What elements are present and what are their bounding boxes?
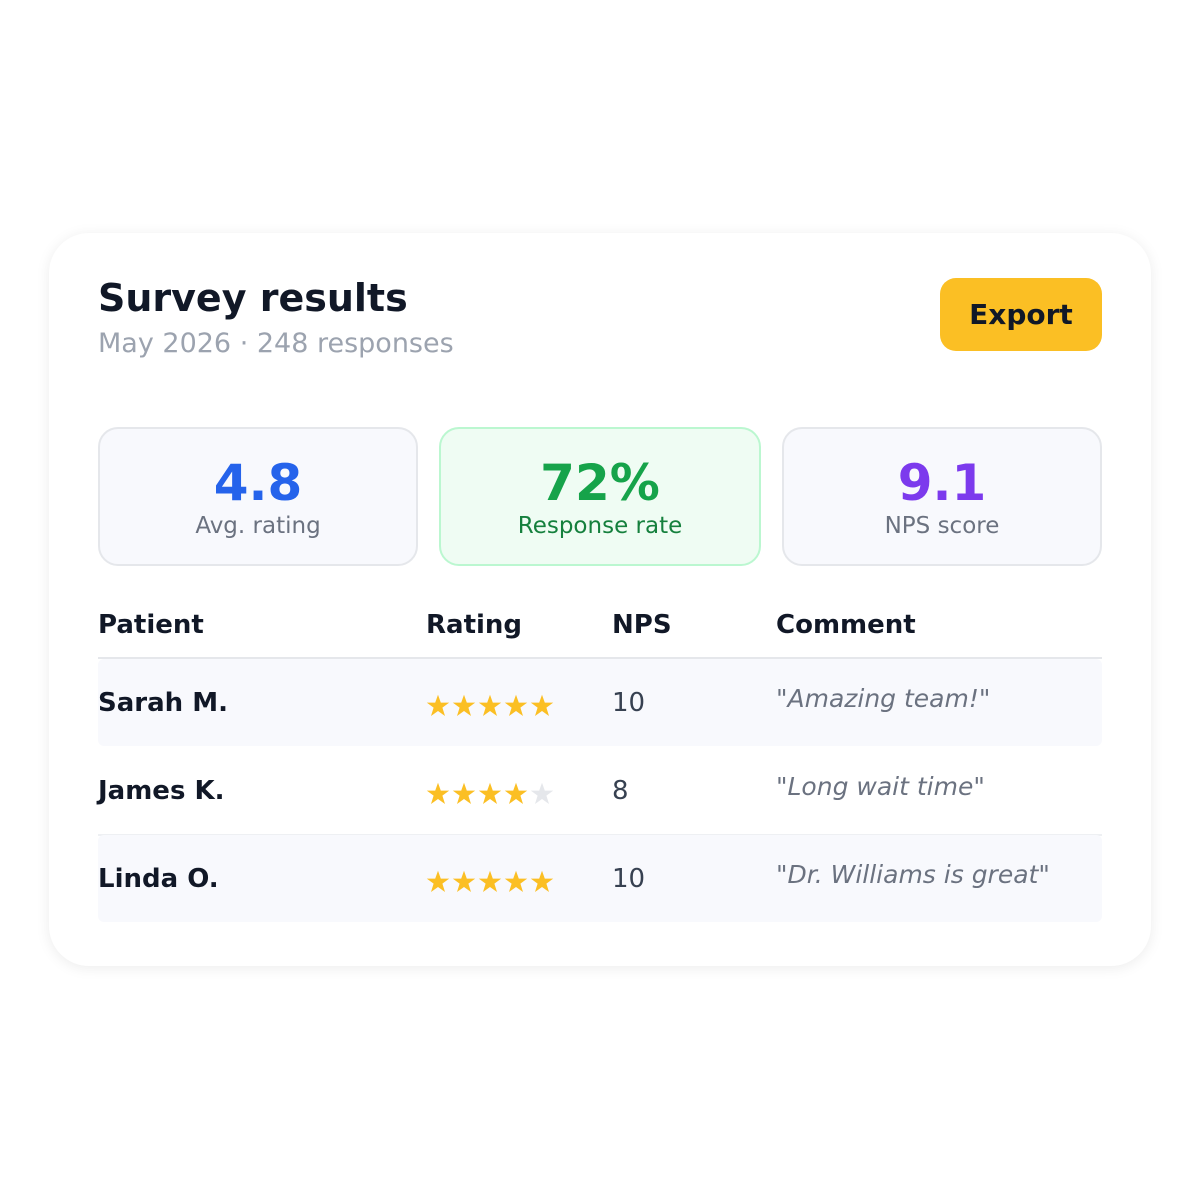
- stars: [426, 870, 554, 892]
- star: [426, 694, 450, 716]
- header-rule: [98, 657, 1102, 659]
- star: [478, 870, 502, 892]
- column-header: Comment: [776, 610, 916, 640]
- stat-card: 4.8 Avg. rating: [98, 427, 418, 566]
- nps: 10: [612, 863, 646, 894]
- star: [478, 782, 502, 804]
- subtitle: May 2026 · 248 responses: [98, 328, 454, 359]
- rating-cell: [426, 751, 556, 838]
- star: [504, 870, 528, 892]
- nps: 10: [612, 687, 646, 718]
- comment: "Long wait time": [776, 772, 985, 801]
- stat-value: 9.1: [897, 454, 987, 512]
- star: [452, 782, 476, 804]
- table-row: James K. 8 "Long wait time": [98, 747, 1102, 836]
- title: Survey results: [98, 276, 408, 320]
- star: [530, 694, 554, 716]
- star: [478, 694, 502, 716]
- stat-label: NPS score: [884, 513, 1000, 539]
- patient: Linda O.: [98, 863, 219, 894]
- star: [530, 870, 554, 892]
- stat-card: 72% Response rate: [439, 427, 761, 566]
- star: [452, 870, 476, 892]
- column-header: Rating: [426, 610, 523, 640]
- stat-card: 9.1 NPS score: [782, 427, 1102, 566]
- stat-value: 72%: [540, 454, 660, 512]
- star: [426, 870, 450, 892]
- patient: James K.: [98, 775, 225, 806]
- patient: Sarah M.: [98, 687, 228, 718]
- stat-label: Avg. rating: [195, 513, 321, 539]
- comment: "Dr. Williams is great": [776, 860, 1050, 889]
- rating-cell: [426, 663, 556, 750]
- stat-label: Response rate: [517, 513, 683, 539]
- export-button[interactable]: Export: [940, 278, 1102, 351]
- stars: [426, 694, 554, 716]
- star: [530, 782, 554, 804]
- table-row: Sarah M. 10 "Amazing team!": [98, 659, 1102, 746]
- stat-value: 4.8: [213, 454, 303, 512]
- rating-cell: [426, 839, 556, 926]
- comment: "Amazing team!": [776, 684, 991, 713]
- column-header: NPS: [612, 610, 672, 640]
- nps: 8: [612, 775, 629, 806]
- column-header: Patient: [98, 610, 204, 640]
- star: [426, 782, 450, 804]
- star: [504, 782, 528, 804]
- stars: [426, 782, 554, 804]
- star: [504, 694, 528, 716]
- star: [452, 694, 476, 716]
- table-row: Linda O. 10 "Dr. Williams is great": [98, 835, 1102, 922]
